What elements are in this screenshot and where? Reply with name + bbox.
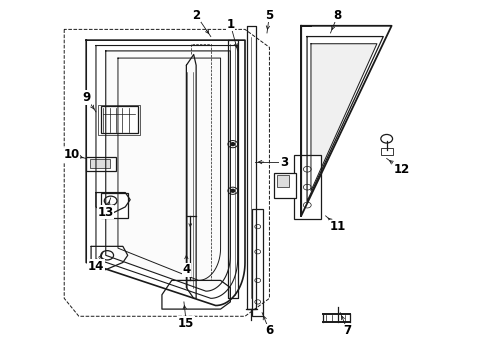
Text: 4: 4 (182, 263, 191, 276)
Polygon shape (311, 44, 377, 191)
Text: 10: 10 (63, 148, 80, 161)
Text: 8: 8 (334, 9, 342, 22)
Text: 15: 15 (178, 317, 195, 330)
Text: 5: 5 (265, 9, 273, 22)
Text: 6: 6 (265, 324, 273, 337)
FancyBboxPatch shape (252, 209, 263, 316)
FancyBboxPatch shape (86, 157, 116, 171)
Text: 7: 7 (343, 324, 352, 337)
FancyBboxPatch shape (294, 155, 321, 220)
Text: 9: 9 (82, 91, 90, 104)
FancyBboxPatch shape (101, 107, 138, 134)
FancyBboxPatch shape (277, 175, 289, 187)
Text: 2: 2 (192, 9, 200, 22)
Text: 12: 12 (393, 163, 410, 176)
Text: 11: 11 (330, 220, 346, 233)
Circle shape (231, 143, 235, 145)
FancyBboxPatch shape (381, 148, 392, 155)
Text: 14: 14 (88, 260, 104, 273)
FancyBboxPatch shape (101, 193, 128, 218)
Text: 3: 3 (280, 156, 288, 168)
Text: 13: 13 (98, 206, 114, 219)
FancyBboxPatch shape (274, 173, 296, 198)
FancyBboxPatch shape (90, 159, 110, 168)
Circle shape (231, 189, 235, 192)
Polygon shape (106, 51, 230, 291)
Text: 1: 1 (226, 18, 234, 31)
